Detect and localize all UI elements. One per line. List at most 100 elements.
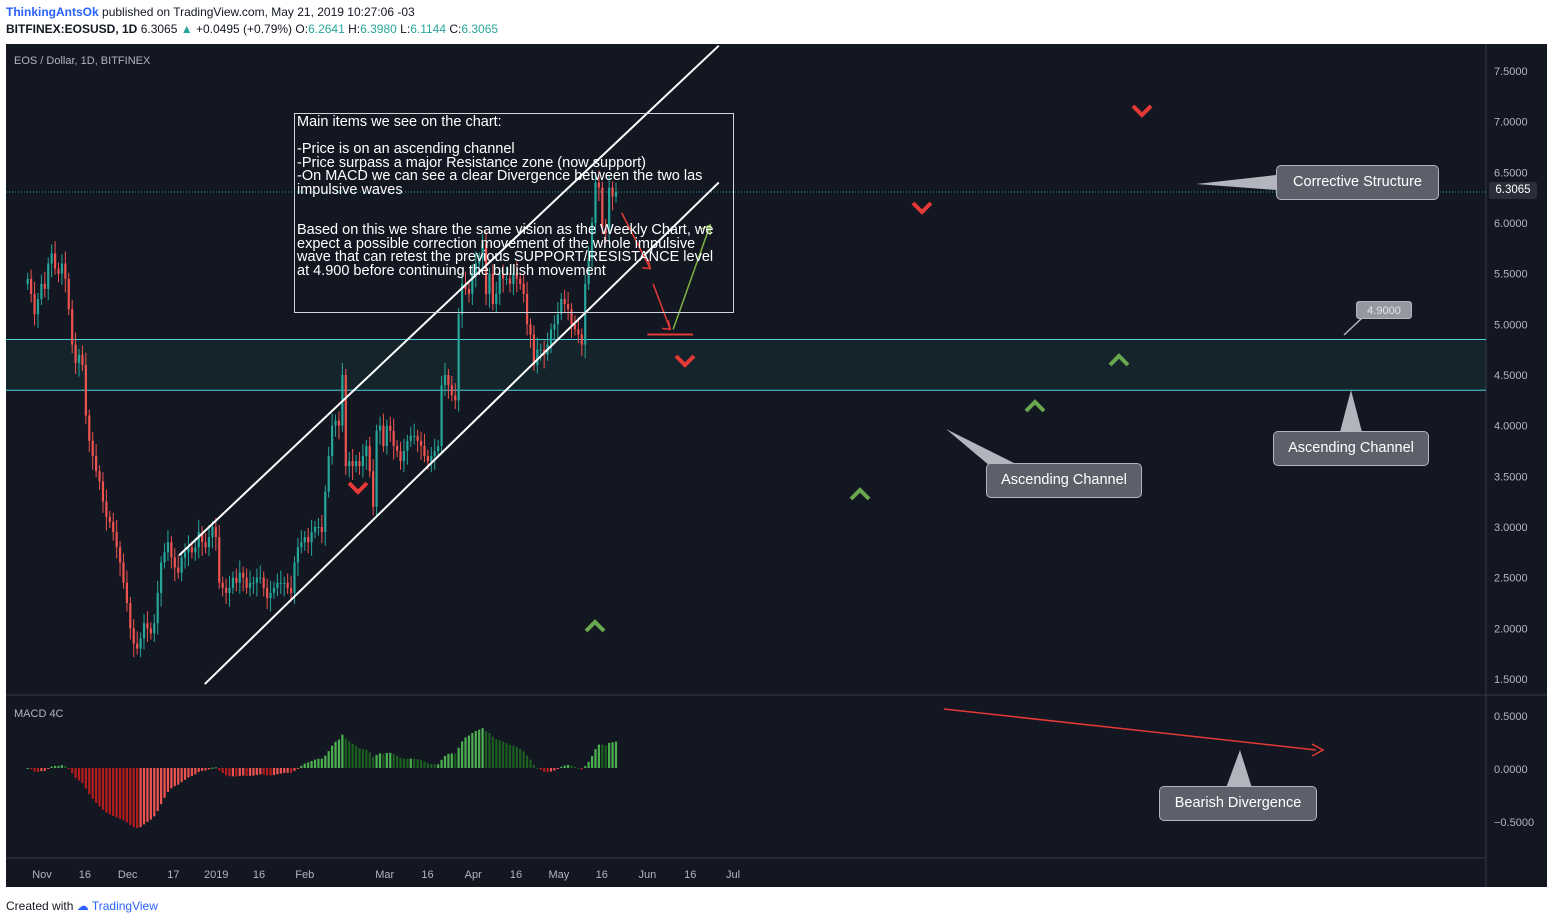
macd-bar [331, 745, 334, 768]
author-link[interactable]: ThinkingAntsOk [6, 5, 99, 19]
candle-body [160, 562, 163, 593]
candle-body [33, 293, 36, 315]
top-arrow-apr-icon [911, 201, 933, 215]
macd-bar [112, 768, 115, 816]
candle-body [604, 228, 607, 234]
macd-bar [84, 768, 87, 789]
macd-bar [177, 768, 180, 785]
macd-bar [587, 761, 590, 768]
macd-bar [190, 768, 193, 776]
candle-body [392, 430, 395, 446]
macd-bar [491, 736, 494, 768]
footer: Created with ☁ TradingView [6, 899, 158, 913]
low-arrow-mar-icon [849, 487, 871, 501]
candle-body [402, 451, 406, 462]
macd-bar [515, 747, 518, 768]
macd-bar [368, 752, 371, 768]
candle-body [563, 299, 566, 305]
macd-bar [136, 768, 139, 828]
candle-body [539, 349, 542, 351]
top-arrow-dec-icon [347, 481, 369, 495]
macd-bar [563, 765, 566, 768]
tradingview-link[interactable]: TradingView [91, 899, 158, 913]
macd-bar [484, 731, 488, 768]
candle-body [560, 299, 563, 315]
candle-body [115, 532, 118, 548]
candle-body [197, 532, 200, 548]
candle-body [293, 562, 296, 593]
candle-body [570, 309, 573, 325]
candle-body [536, 349, 539, 365]
candle-body [187, 547, 190, 553]
macd-bar [604, 745, 607, 768]
macd-bar [67, 768, 70, 769]
candle-body [108, 516, 111, 522]
candle-body [416, 435, 419, 441]
macd-bar [508, 744, 512, 768]
ascending-mid-pointer [946, 429, 1020, 466]
macd-bar [204, 768, 207, 771]
macd-bar [454, 753, 457, 768]
macd-bar [348, 741, 351, 768]
candle-body [194, 547, 197, 553]
candle-body [201, 532, 204, 543]
symbol-line: BITFINEX:EOSUSD, 1D 6.3065 ▲ +0.0495 (+0… [6, 22, 498, 36]
candle-body [454, 395, 457, 401]
macd-bar [211, 767, 214, 769]
macd-bar [139, 768, 142, 828]
macd-bar [279, 768, 282, 774]
candle-body [594, 182, 597, 223]
candle-body [525, 293, 529, 325]
macd-bar [450, 753, 453, 768]
candle-body [413, 435, 416, 437]
candle-body [112, 521, 115, 533]
macd-bar [437, 764, 440, 768]
macd-bar [327, 751, 330, 768]
candle-body [488, 273, 491, 294]
target-label-pointer [1343, 317, 1363, 336]
macd-bar [382, 753, 385, 768]
macd-bar [50, 766, 53, 768]
candle-body [481, 243, 484, 259]
price-tick-label: 3.0000 [1494, 522, 1528, 534]
candle-body [71, 309, 74, 345]
candle-body [183, 552, 187, 558]
candle-body [98, 471, 101, 482]
candle-body [406, 440, 409, 451]
time-tick-label: Dec [118, 869, 138, 881]
macd-bar [481, 728, 484, 768]
macd-bar [262, 768, 265, 775]
open-value: 6.2641 [308, 22, 345, 36]
price-tick-label: 5.5000 [1494, 269, 1528, 281]
low-arrow-feb-icon [584, 619, 606, 633]
macd-bar [300, 765, 303, 768]
candle-body [512, 273, 515, 284]
candle-body [64, 263, 67, 279]
macd-bar [173, 768, 176, 787]
candle-body [553, 324, 556, 330]
projection-down-2 [652, 283, 671, 330]
macd-bar [505, 743, 508, 768]
candle-body [327, 456, 330, 492]
macd-bar [467, 735, 471, 768]
tradingview-logo-icon: ☁ [76, 899, 89, 913]
candle-body [409, 435, 412, 441]
candle-body [173, 557, 176, 568]
time-tick-label: May [548, 869, 569, 881]
candle-body [248, 582, 252, 588]
candle-body [508, 278, 512, 284]
macd-bar [392, 754, 395, 768]
macd-bar [399, 757, 402, 768]
macd-bar [183, 768, 187, 780]
macd-bar [272, 768, 276, 775]
candle-body [519, 278, 522, 284]
candle-body [129, 603, 132, 629]
candle-body [118, 547, 122, 563]
macd-bar [601, 744, 604, 768]
low-value: 6.1144 [410, 22, 446, 36]
macd-bar [125, 768, 129, 823]
candle-body [597, 182, 600, 188]
candle-body [26, 278, 29, 284]
candle-body [567, 304, 570, 310]
chart-title: EOS / Dollar, 1D, BITFINEX [14, 55, 151, 67]
